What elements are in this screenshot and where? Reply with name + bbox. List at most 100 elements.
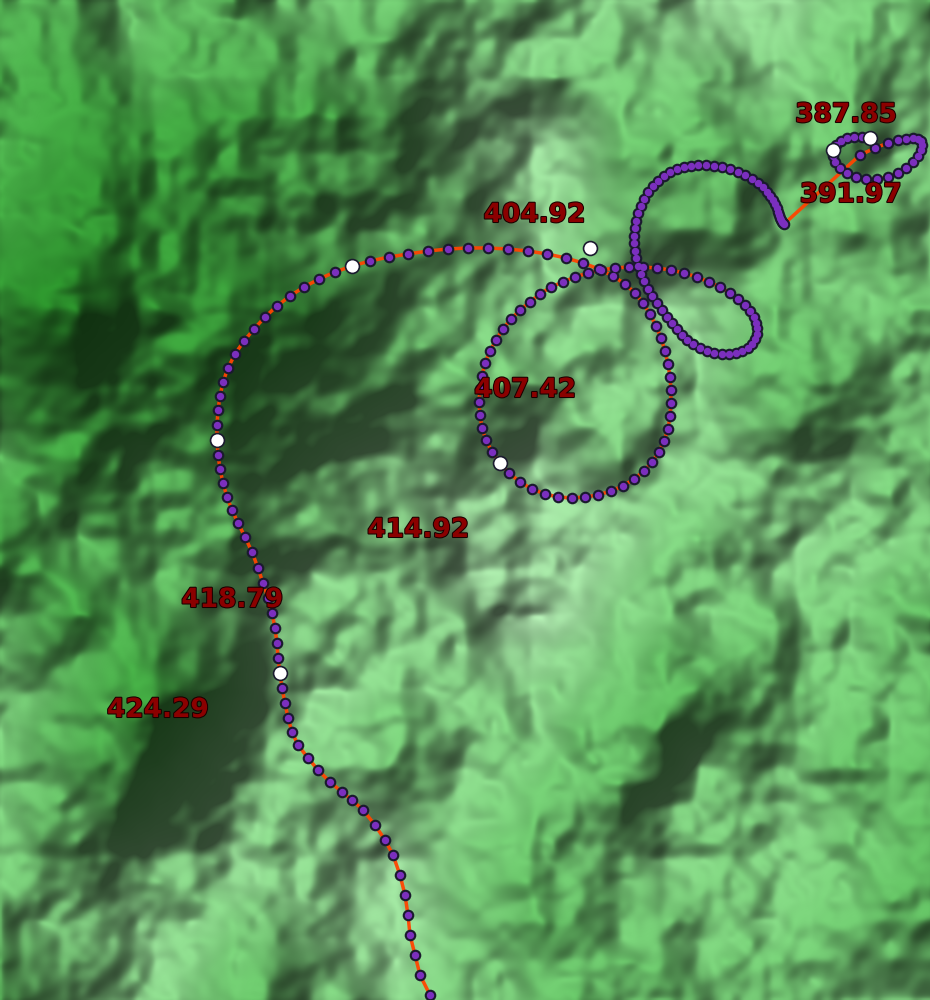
Point	[833, 133, 848, 149]
Point	[236, 333, 251, 349]
Point	[913, 133, 928, 149]
Point	[643, 306, 658, 322]
Point	[335, 784, 350, 800]
Point	[891, 132, 906, 148]
Point	[268, 620, 283, 636]
Point	[551, 489, 565, 505]
Point	[826, 148, 841, 164]
Point	[910, 148, 925, 164]
Point	[300, 750, 315, 766]
Point	[633, 266, 648, 282]
Point	[707, 345, 722, 361]
Point	[657, 168, 671, 184]
Point	[272, 665, 287, 681]
Point	[256, 575, 271, 591]
Point	[910, 131, 925, 147]
Point	[493, 455, 508, 471]
Point	[231, 515, 246, 531]
Point	[636, 273, 651, 289]
Point	[472, 381, 487, 397]
Point	[745, 171, 760, 187]
Point	[906, 130, 921, 146]
Point	[662, 369, 677, 385]
Point	[523, 294, 538, 310]
Point	[722, 346, 737, 362]
Point	[501, 465, 516, 481]
Point	[512, 302, 527, 318]
Point	[745, 336, 760, 352]
Point	[870, 171, 884, 187]
Point	[699, 343, 714, 359]
Point	[707, 158, 722, 174]
Point	[775, 214, 790, 230]
Point	[748, 331, 763, 347]
Point	[674, 327, 689, 343]
Point	[270, 635, 285, 651]
Point	[312, 271, 326, 287]
Point	[645, 178, 660, 194]
Point	[628, 243, 643, 259]
Point	[539, 246, 554, 262]
Point	[631, 258, 645, 274]
Point	[381, 249, 396, 265]
Point	[538, 486, 552, 502]
Point	[627, 235, 642, 251]
Point	[881, 169, 896, 185]
Point	[628, 220, 643, 236]
Point	[641, 281, 656, 297]
Point	[868, 140, 883, 156]
Point	[891, 132, 906, 148]
Point	[629, 213, 644, 229]
Point	[224, 502, 239, 518]
Point	[555, 274, 570, 290]
Point	[525, 481, 539, 497]
Point	[363, 253, 378, 269]
Point	[474, 420, 489, 436]
Point	[633, 198, 648, 214]
Point	[693, 340, 708, 356]
Text: 414.92: 414.92	[367, 517, 470, 543]
Point	[670, 161, 684, 177]
Point	[604, 483, 618, 499]
Point	[274, 680, 289, 696]
Point	[680, 332, 695, 348]
Point	[216, 374, 231, 390]
Point	[500, 241, 515, 257]
Point	[422, 987, 437, 1000]
Point	[828, 154, 843, 170]
Point	[765, 192, 780, 208]
Point	[891, 165, 906, 181]
Point	[707, 345, 722, 361]
Point	[270, 298, 285, 314]
Text: 424.29: 424.29	[107, 697, 208, 723]
Point	[767, 196, 782, 212]
Point	[853, 147, 868, 163]
Point	[913, 142, 928, 158]
Point	[213, 388, 228, 404]
Point	[662, 408, 677, 424]
Point	[567, 269, 582, 285]
Point	[913, 133, 928, 149]
Point	[723, 285, 737, 301]
Point	[664, 382, 679, 398]
Point	[629, 250, 644, 266]
Point	[258, 309, 272, 325]
Point	[264, 605, 279, 621]
Point	[327, 264, 342, 280]
Point	[422, 987, 437, 1000]
Point	[772, 207, 787, 223]
Point	[751, 175, 765, 191]
Point	[503, 311, 518, 327]
Point	[848, 169, 863, 185]
Point	[512, 302, 527, 318]
Point	[891, 165, 906, 181]
Point	[660, 356, 675, 372]
Point	[323, 774, 338, 790]
Point	[714, 346, 729, 362]
Point	[407, 947, 422, 963]
Point	[576, 255, 591, 271]
Point	[311, 762, 325, 778]
Point	[621, 259, 636, 275]
Point	[209, 417, 224, 433]
Point	[649, 260, 664, 276]
